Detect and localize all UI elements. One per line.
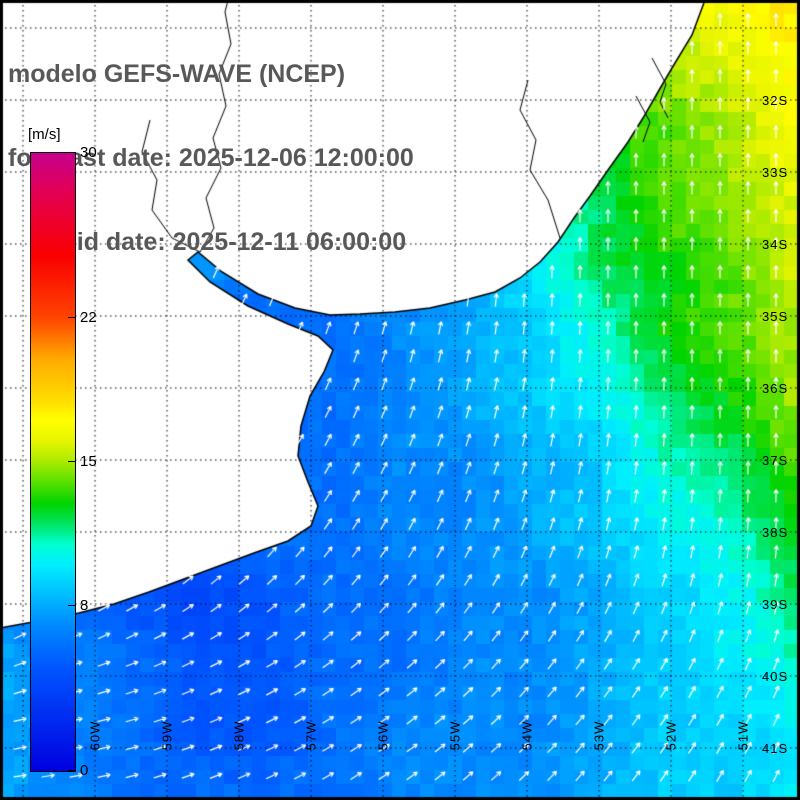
lon-label: 60W <box>87 720 103 751</box>
colorbar-tick-label: 22 <box>80 308 97 326</box>
lon-label: 56W <box>375 720 391 751</box>
colorbar-tick-label: 0 <box>80 762 89 779</box>
lat-label: 37S <box>762 453 789 468</box>
lon-label: 58W <box>231 720 247 751</box>
lon-label: 59W <box>159 720 175 751</box>
lat-label: 34S <box>762 237 789 252</box>
lat-label: 33S <box>762 165 789 180</box>
colorbar-tick-mark <box>68 605 75 607</box>
lat-label: 40S <box>762 669 789 684</box>
colorbar-unit-label: [m/s] <box>28 126 61 143</box>
lat-label: 39S <box>762 597 789 612</box>
lon-label: 55W <box>447 720 463 751</box>
colorbar-tick-mark <box>68 152 75 153</box>
colorbar-tick-mark <box>68 461 75 462</box>
lon-label: 53W <box>591 720 607 751</box>
lon-label: 57W <box>303 720 319 751</box>
lat-label: 41S <box>762 741 789 756</box>
colorbar-tick-mark <box>68 316 75 318</box>
lat-label: 36S <box>762 381 789 396</box>
lat-label: 35S <box>762 309 789 324</box>
colorbar-tick-label: 30 <box>80 144 97 161</box>
colorbar-tick-label: 8 <box>80 597 89 615</box>
colorbar <box>30 152 76 772</box>
colorbar-tick-label: 15 <box>80 453 97 470</box>
lon-label: 51W <box>735 720 751 751</box>
lon-label: 52W <box>663 720 679 751</box>
colorbar-tick-mark <box>68 770 75 771</box>
lat-label: 32S <box>762 93 789 108</box>
lat-label: 38S <box>762 525 789 540</box>
valid-date-line: valid date: 2025-12-11 06:00:00 <box>42 228 407 256</box>
model-title: modelo GEFS-WAVE (NCEP) <box>8 60 346 88</box>
lon-label: 54W <box>519 720 535 751</box>
